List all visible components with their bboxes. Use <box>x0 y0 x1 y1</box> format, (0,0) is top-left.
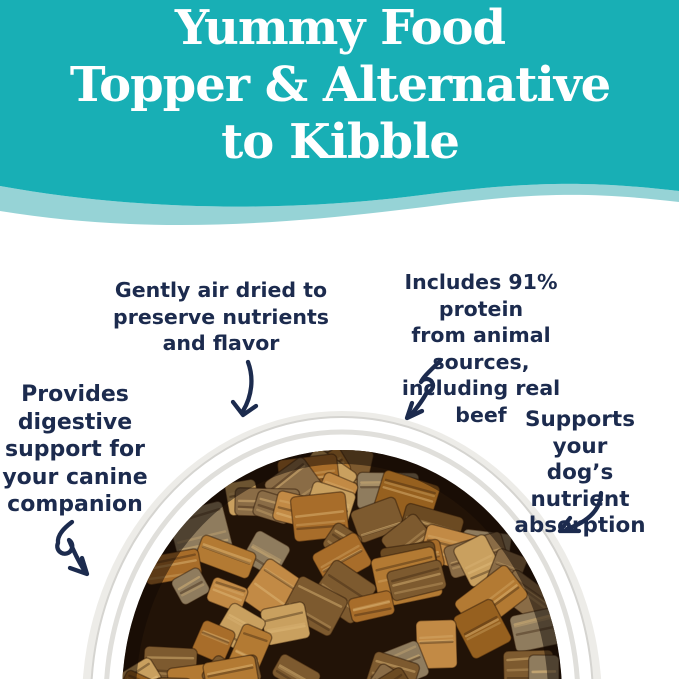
callout-air-dried: Gently air dried to preserve nutrients a… <box>113 278 329 355</box>
food-chunk <box>453 598 512 660</box>
arrow-absorption <box>557 490 604 534</box>
food-chunk <box>154 676 193 679</box>
callout-digestive: Provides digestive support for your cani… <box>2 382 148 517</box>
food-chunk <box>347 590 396 624</box>
food-chunk <box>194 534 257 580</box>
header-wave-light <box>0 183 679 226</box>
food-chunk <box>386 559 447 602</box>
food-chunk <box>371 667 424 679</box>
food-chunks <box>122 450 562 679</box>
page-title: Yummy Food Topper & Alternative to Kibbl… <box>69 0 611 170</box>
callout-protein: Includes 91% protein from animal sources… <box>401 270 561 427</box>
food-chunk <box>171 567 211 606</box>
header-band <box>0 0 679 207</box>
arrow-protein <box>404 358 443 421</box>
food-chunk <box>191 619 236 664</box>
arrow-digestive <box>55 519 90 577</box>
food-chunk <box>259 601 311 646</box>
interior-edge-shadow <box>122 450 562 679</box>
callout-absorption: Supports your dog’s nutrient absorption <box>514 407 646 538</box>
arrow-air-dried <box>230 359 259 418</box>
food-chunk <box>271 653 321 679</box>
food-chunk <box>415 619 458 670</box>
bowl-rim-shading <box>104 429 580 679</box>
food-chunk <box>202 654 262 679</box>
header-banner <box>0 0 679 226</box>
food-chunk <box>206 576 249 613</box>
